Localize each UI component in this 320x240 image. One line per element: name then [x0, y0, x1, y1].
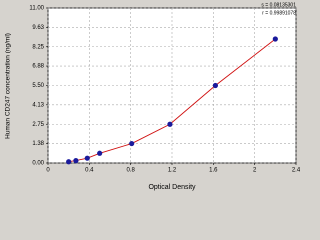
x-tick-label: 1.6	[209, 168, 218, 174]
annotation: s = 0.08135301	[261, 2, 296, 8]
page: Optical Density Human CD247 concentratio…	[4, 2, 300, 191]
data-point	[97, 150, 103, 156]
data-point	[73, 158, 79, 164]
data-point	[66, 159, 72, 165]
data-point	[212, 82, 218, 89]
annotation: r = 0.99891078	[262, 10, 296, 16]
y-axis-label: Human CD247 concentration (ng/ml)	[5, 33, 12, 139]
y-tick-label: 6.88	[32, 64, 44, 70]
y-tick-label: 9.63	[32, 25, 44, 31]
y-tick-label: 5.50	[32, 83, 44, 89]
x-axis-label: Optical Density	[148, 184, 196, 191]
x-tick-label: 2	[253, 168, 257, 174]
y-tick-label: 4.13	[32, 102, 44, 108]
y-tick-label: 11.00	[29, 6, 44, 12]
y-tick-label: 2.75	[32, 122, 44, 128]
data-point	[84, 155, 90, 161]
y-tick-label: 0.00	[32, 161, 44, 167]
x-tick-label: 0.4	[85, 168, 94, 174]
x-tick-label: 2.4	[292, 168, 300, 174]
x-tick-label: 0.8	[126, 168, 135, 174]
x-tick-label: 0	[46, 168, 50, 174]
chart: Optical Density Human CD247 concentratio…	[5, 2, 300, 191]
y-tick-label: 8.25	[32, 44, 44, 50]
data-point	[272, 36, 278, 42]
data-point	[167, 121, 173, 127]
y-tick-label: 1.38	[32, 141, 44, 147]
data-point	[129, 140, 135, 147]
x-tick-label: 1.2	[168, 168, 177, 174]
